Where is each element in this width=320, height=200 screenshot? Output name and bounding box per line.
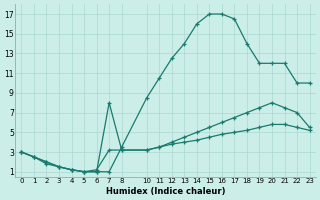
X-axis label: Humidex (Indice chaleur): Humidex (Indice chaleur): [106, 187, 225, 196]
